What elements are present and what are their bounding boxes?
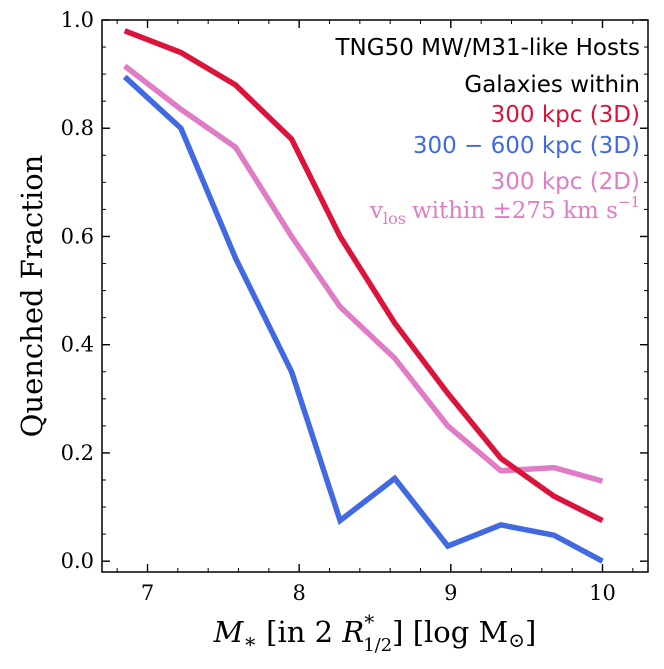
x-axis-title: M∗ [in 2 R* 1/2] [log M⊙]	[213, 610, 537, 656]
y-axis-title: Quenched Fraction	[15, 155, 49, 438]
x-title-end: ] [log M	[392, 615, 508, 649]
x-tick-label-3: 10	[589, 581, 616, 605]
x-title-r-sub: 1/2	[363, 635, 392, 656]
x-tick-label-2: 9	[444, 581, 457, 605]
y-tick-label-2: 0.4	[61, 333, 94, 357]
series-line-300kpc-2d	[123, 63, 604, 484]
legend-entry-300-600kpc-3d: 300 − 600 kpc (3D)	[413, 133, 640, 159]
x-title-sun: ⊙	[508, 628, 525, 652]
x-title-close: ]	[525, 615, 536, 649]
vlos-within: within ±275 km s	[412, 198, 618, 224]
x-title-r-sup: *	[364, 610, 374, 634]
series-lines	[122, 28, 604, 564]
vlos-sup: −1	[618, 193, 640, 211]
x-tick-label-1: 8	[292, 581, 305, 605]
y-tick-label-1: 0.2	[61, 441, 94, 465]
tick-labels: 7 8 9 10 0.0 0.2 0.4 0.6 0.8 1.0	[61, 8, 616, 605]
x-title-mid: [in 2	[257, 615, 342, 649]
series-line-300kpc-3d	[123, 28, 604, 524]
y-tick-label-5: 1.0	[61, 8, 94, 32]
series-line-300-600kpc-3d	[122, 74, 604, 564]
legend-entry-vlos: vlos within ±275 km s−1	[369, 193, 640, 228]
plot-frame	[101, 19, 649, 573]
vlos-sub: los	[383, 209, 406, 228]
x-title-r: R	[341, 615, 364, 649]
x-title-star: ∗	[243, 629, 257, 653]
legend-entry-300kpc-3d: 300 kpc (3D)	[491, 102, 640, 128]
vlos-v: v	[369, 198, 383, 224]
legend-entry-300kpc-2d: 300 kpc (2D)	[491, 169, 640, 195]
legend-title-2: Galaxies within	[464, 72, 640, 98]
x-title-m: M	[213, 615, 245, 649]
legend-title-1: TNG50 MW/M31-like Hosts	[335, 35, 641, 61]
legend: TNG50 MW/M31-like Hosts Galaxies within …	[335, 35, 641, 228]
x-tick-label-0: 7	[141, 581, 154, 605]
y-tick-label-4: 0.8	[61, 116, 94, 140]
y-tick-label-0: 0.0	[61, 549, 94, 573]
y-tick-label-3: 0.6	[61, 224, 94, 248]
